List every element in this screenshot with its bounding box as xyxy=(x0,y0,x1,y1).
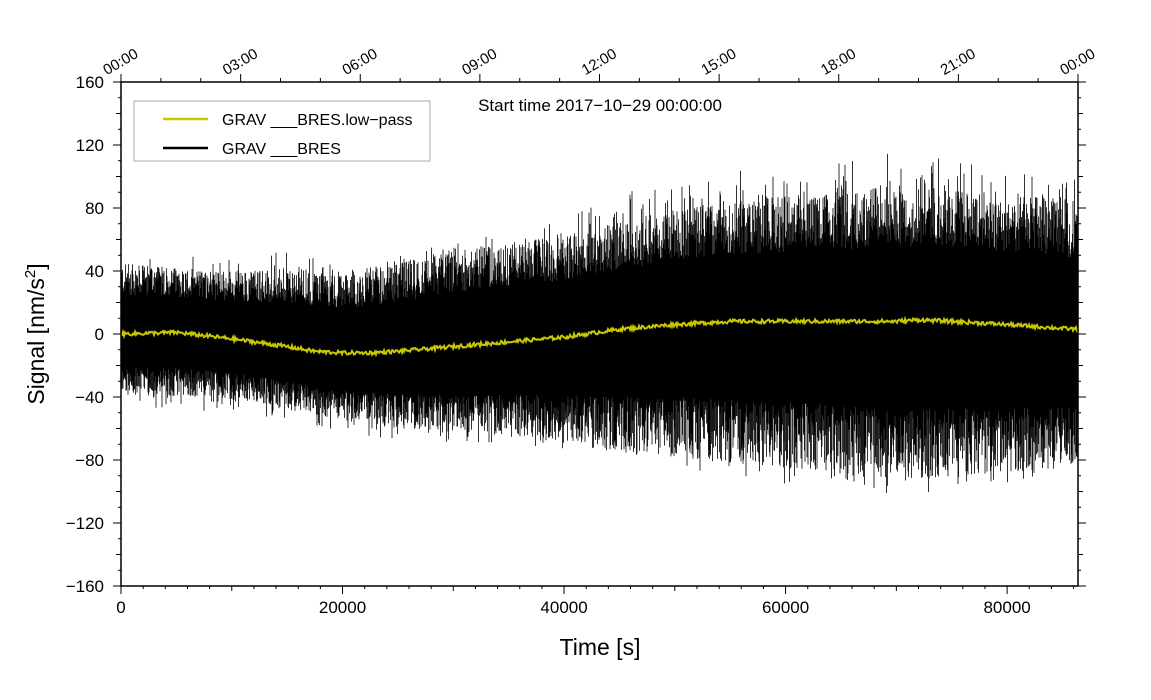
top-tick-label: 15:00 xyxy=(698,45,739,78)
y-tick-label: 120 xyxy=(76,136,104,155)
series-bres-low-pass-trace xyxy=(120,315,1079,358)
series-bres-low-pass xyxy=(120,315,1079,358)
x-axis: 0 20000 40000 60000 80000 xyxy=(116,586,1075,617)
y-axis-label-end: ] xyxy=(23,263,49,269)
x-axis-label: Time [s] xyxy=(560,634,641,660)
x-tick-label: 80000 xyxy=(983,598,1030,617)
chart-title: Start time 2017−10−29 00:00:00 xyxy=(478,96,722,115)
legend-box xyxy=(133,100,431,162)
y-tick-label: 0 xyxy=(95,325,104,344)
top-tick-label: 00:00 xyxy=(1057,45,1098,78)
y-axis-label: Signal [nm/s2] xyxy=(22,263,49,404)
y-axis: −160 −120 −80 −40 0 40 80 120 160 xyxy=(66,73,1086,596)
y-tick-label: −80 xyxy=(75,451,104,470)
legend: GRAV ___BRES.low−pass GRAV ___BRES xyxy=(133,100,431,162)
x-tick-label: 0 xyxy=(116,598,125,617)
y-tick-label: 40 xyxy=(85,262,104,281)
top-tick-label: 00:00 xyxy=(100,45,141,78)
legend-label-low-pass: GRAV ___BRES.low−pass xyxy=(222,112,412,129)
x-tick-label: 60000 xyxy=(762,598,809,617)
legend-label-bres: GRAV ___BRES xyxy=(222,141,341,158)
y-axis-label-main: Signal [nm/s xyxy=(23,278,49,405)
top-tick-label: 06:00 xyxy=(339,45,380,78)
x-tick-label: 40000 xyxy=(540,598,587,617)
top-tick-label: 09:00 xyxy=(459,45,500,78)
top-tick-label: 03:00 xyxy=(220,45,261,78)
y-tick-label: −120 xyxy=(66,514,104,533)
y-axis-label-superscript: 2 xyxy=(22,270,39,278)
y-tick-label: 160 xyxy=(76,73,104,92)
top-time-axis: 00:00 03:00 06:00 09:00 12:00 15:00 18:00 21:00… xyxy=(100,45,1098,82)
x-tick-label: 20000 xyxy=(319,598,366,617)
y-tick-label: −160 xyxy=(66,577,104,596)
top-tick-label: 18:00 xyxy=(818,45,859,78)
top-tick-label: 12:00 xyxy=(579,45,620,78)
top-tick-label: 21:00 xyxy=(938,45,979,78)
y-tick-label: −40 xyxy=(75,388,104,407)
y-tick-label: 80 xyxy=(85,199,104,218)
